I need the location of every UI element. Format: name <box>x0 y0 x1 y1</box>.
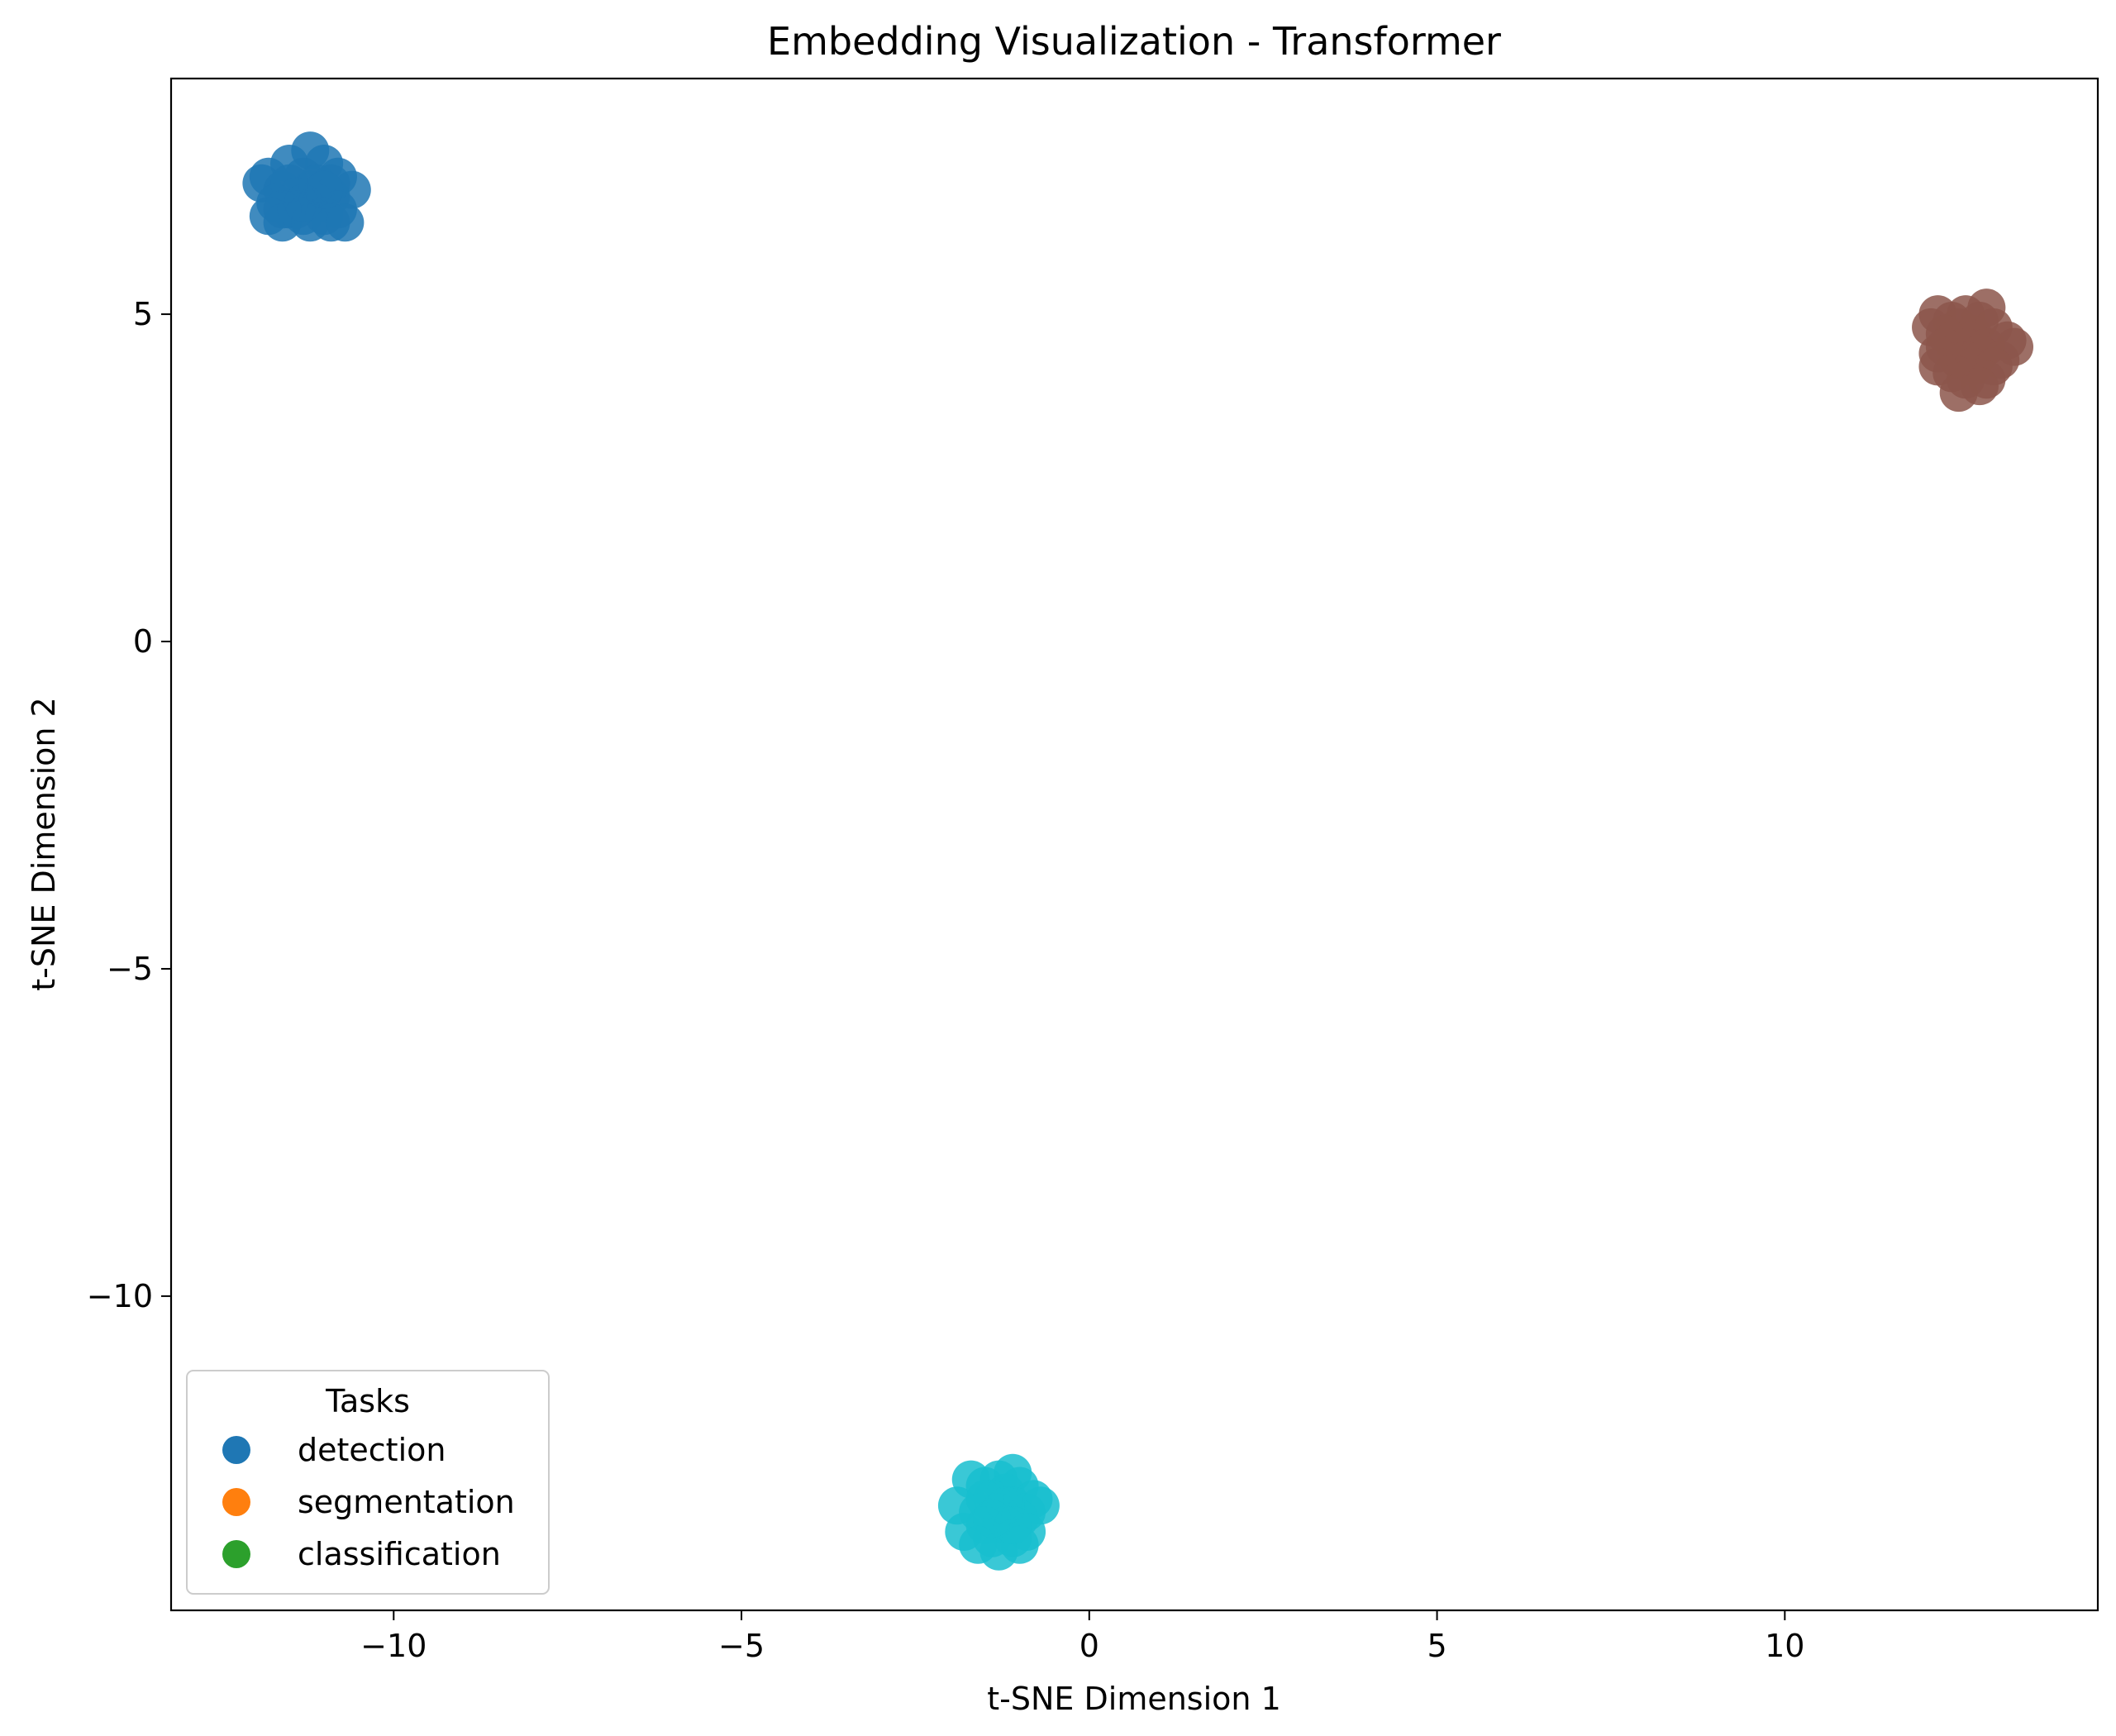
scatter-point <box>326 203 365 242</box>
legend-marker <box>222 1540 250 1568</box>
legend-marker <box>222 1488 250 1516</box>
scatter-point <box>1939 374 1978 413</box>
legend-box <box>186 1370 550 1595</box>
scatter-point <box>1947 341 1985 379</box>
x-tick-label: −10 <box>360 1628 427 1664</box>
x-tick-label: 5 <box>1427 1628 1446 1664</box>
scatter-point <box>263 190 302 229</box>
legend-entries: detection segmentation classification <box>222 1432 515 1572</box>
legend-label: detection <box>298 1432 446 1468</box>
x-tick-label: 0 <box>1079 1628 1099 1664</box>
legend-title: Tasks <box>325 1383 410 1419</box>
x-axis-ticks: −10 −5 0 5 10 <box>360 1610 1804 1664</box>
scatter-point <box>305 170 344 209</box>
x-tick-label: 10 <box>1765 1628 1804 1664</box>
legend-label: classification <box>298 1536 501 1572</box>
y-tick-label: 0 <box>133 623 153 660</box>
points-layer <box>242 131 2034 1571</box>
y-axis-ticks: −10 −5 0 5 <box>87 296 171 1314</box>
legend: Tasks detection segmentation classificatio… <box>186 1370 550 1595</box>
legend-marker <box>222 1436 250 1464</box>
legend-label: segmentation <box>298 1484 515 1520</box>
y-axis-label: t-SNE Dimension 2 <box>26 697 62 991</box>
y-tick-label: −5 <box>107 951 153 987</box>
chart-title: Embedding Visualization - Transformer <box>767 19 1501 64</box>
x-axis-label: t-SNE Dimension 1 <box>987 1681 1281 1717</box>
y-tick-label: −10 <box>87 1278 153 1314</box>
plot-frame <box>169 77 2099 1612</box>
x-tick-label: −5 <box>718 1628 765 1664</box>
y-tick-label: 5 <box>133 296 153 332</box>
scatter-point <box>972 1500 1011 1538</box>
